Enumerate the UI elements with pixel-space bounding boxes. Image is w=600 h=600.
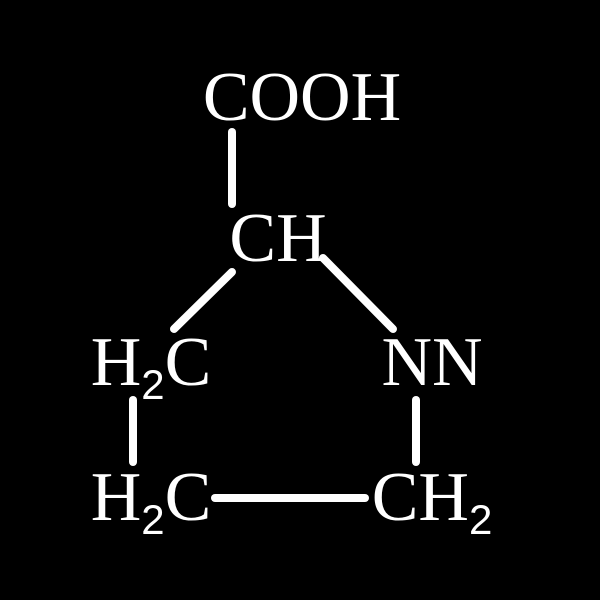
atom-label-cooh: COOH	[203, 63, 401, 133]
atom-label-h2c_l: H2C	[91, 463, 212, 533]
bond	[174, 272, 232, 329]
bond	[323, 258, 393, 329]
atom-label-h2c_u: H2C	[91, 328, 212, 398]
chemical-structure: COOHCHH2CNNH2CCH2	[0, 0, 600, 600]
atom-label-ch: CH	[229, 204, 326, 274]
atom-label-ch2: CH2	[372, 463, 493, 533]
atom-label-nn: NN	[381, 328, 482, 398]
